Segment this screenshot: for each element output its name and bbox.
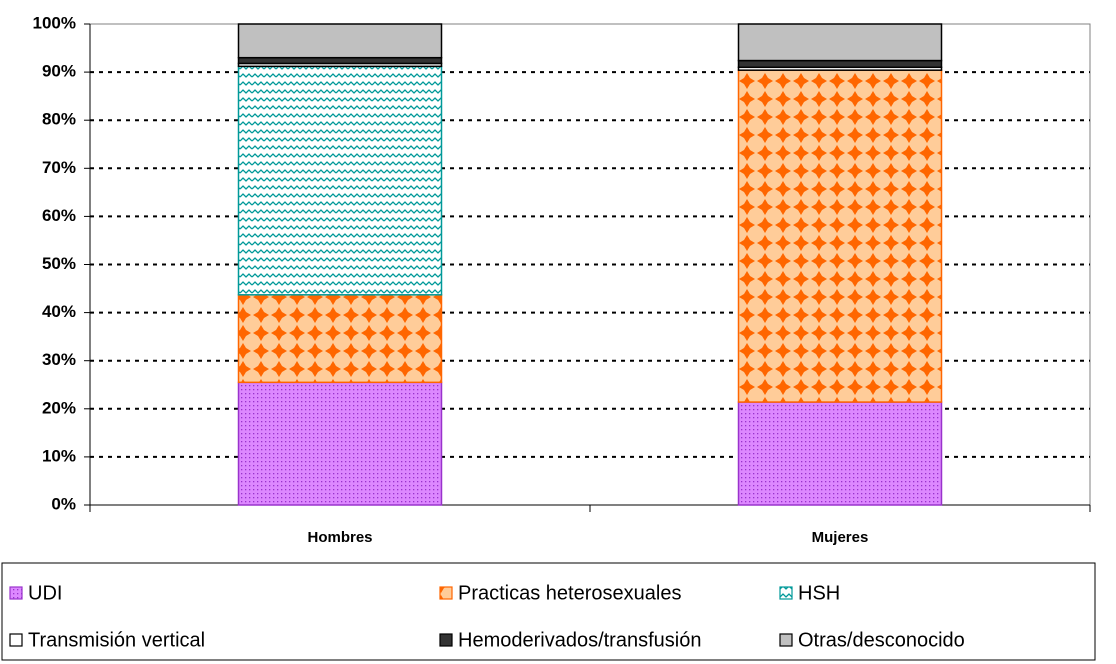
legend-label: HSH (798, 582, 840, 604)
y-tick-label: 50% (42, 254, 76, 273)
legend-swatch (439, 586, 453, 600)
y-tick-label: 80% (42, 110, 76, 129)
legend-swatch (439, 633, 453, 647)
y-tick-label: 10% (42, 446, 76, 465)
bar-segment (237, 23, 443, 59)
legend-label: Otras/desconocido (798, 629, 965, 651)
x-tick-label: Hombres (307, 529, 372, 546)
y-tick-label: 30% (42, 350, 76, 369)
bar-segment (237, 65, 443, 296)
bar-segment (737, 401, 943, 506)
legend-label: UDI (28, 582, 62, 604)
bar-segment (737, 23, 943, 62)
x-tick-label: Mujeres (812, 529, 869, 546)
legend-label: Hemoderivados/transfusión (458, 629, 701, 651)
bar-segment (737, 59, 943, 69)
y-tick-label: 0% (51, 494, 76, 513)
y-tick-label: 70% (42, 158, 76, 177)
bar-segment (237, 56, 443, 65)
y-tick-label: 40% (42, 302, 76, 321)
legend-swatch (779, 586, 793, 600)
legend-label: Transmisión vertical (28, 629, 205, 651)
legend-label: Practicas heterosexuales (458, 582, 681, 604)
y-tick-label: 100% (33, 13, 76, 32)
legend-swatch (779, 633, 793, 647)
legend-box (1, 562, 1096, 661)
legend-swatch (9, 633, 23, 647)
bar-segment (737, 69, 943, 403)
bar-segment (237, 294, 443, 384)
y-tick-label: 20% (42, 398, 76, 417)
y-tick-label: 90% (42, 62, 76, 81)
bar-segment (237, 381, 443, 506)
y-tick-label: 60% (42, 206, 76, 225)
legend-swatch (9, 586, 23, 600)
